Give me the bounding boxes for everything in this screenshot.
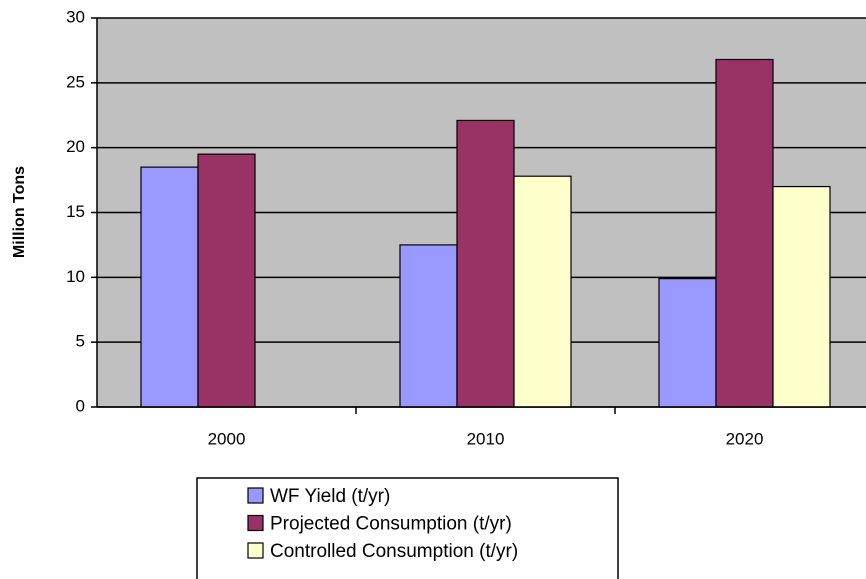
bar	[456, 119, 515, 408]
bar	[715, 58, 774, 408]
bar	[197, 153, 256, 408]
legend-label: WF Yield (t/yr)	[270, 486, 390, 507]
bar	[658, 278, 717, 408]
bar	[399, 244, 458, 408]
x-tick-label: 2010	[467, 429, 505, 448]
bar	[140, 166, 199, 408]
legend-swatch	[247, 542, 264, 559]
y-tick-label: 30	[66, 7, 85, 26]
legend-swatch	[247, 514, 264, 532]
y-tick-label: 20	[66, 137, 85, 156]
legend-swatch	[247, 487, 264, 504]
x-tick-label: 2020	[726, 429, 764, 448]
legend-label: Projected Consumption (t/yr)	[270, 514, 512, 535]
legend-label: Controlled Consumption (t/yr)	[270, 541, 518, 562]
legend-box	[196, 477, 619, 579]
y-tick-label: 25	[66, 72, 85, 91]
y-tick-label: 15	[66, 202, 85, 221]
bar	[513, 175, 572, 408]
y-axis-title: Million Tons	[11, 166, 28, 258]
y-tick-label: 10	[66, 267, 85, 286]
x-tick-label: 2000	[208, 429, 246, 448]
bar	[772, 185, 831, 408]
y-tick-label: 0	[76, 396, 85, 415]
y-tick-label: 5	[76, 332, 85, 351]
